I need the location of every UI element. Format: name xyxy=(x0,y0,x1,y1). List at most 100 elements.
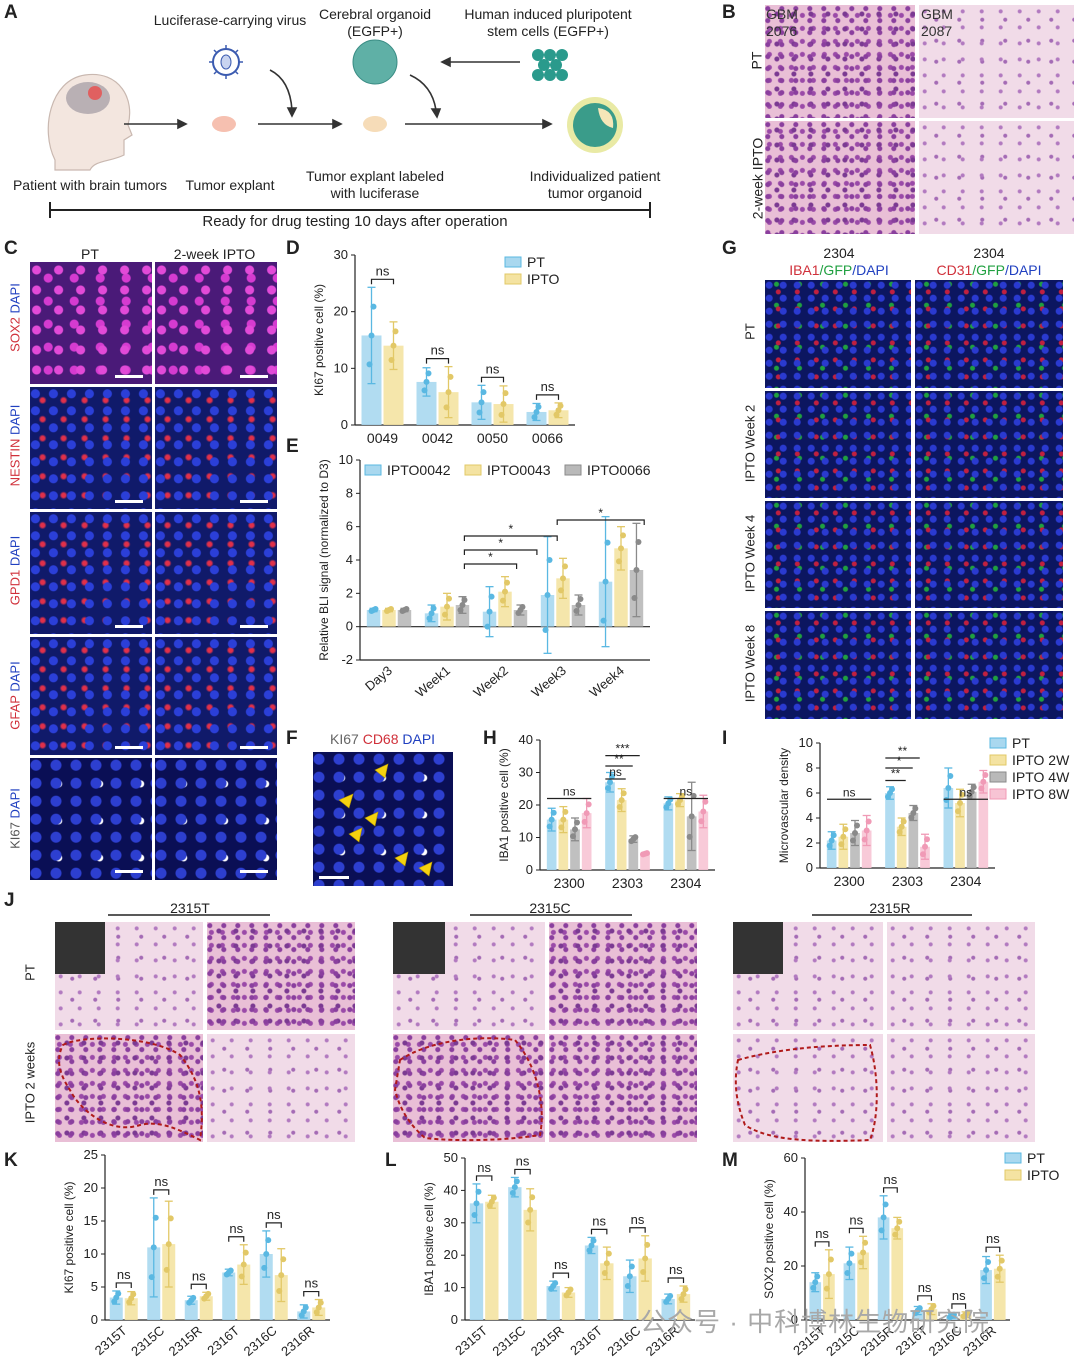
virus-label: Luciferase-carrying virus xyxy=(153,12,307,28)
data-point xyxy=(667,1293,674,1300)
g-image-w4-iba1 xyxy=(765,501,911,608)
y-tick-label: 6 xyxy=(346,519,353,534)
g-row-pt-label: PT xyxy=(742,323,758,340)
data-point xyxy=(586,1247,593,1254)
bar xyxy=(966,791,977,868)
data-point xyxy=(618,545,624,552)
sig-label: * xyxy=(897,754,902,768)
data-point xyxy=(317,1299,324,1306)
bar xyxy=(891,1228,904,1320)
y-axis-label: KI67 positive cell (%) xyxy=(312,284,326,396)
x-tick-label: 2303 xyxy=(892,873,923,889)
timeline-label: Ready for drug testing 10 days after ope… xyxy=(202,213,508,230)
legend-swatch xyxy=(504,256,522,268)
data-point xyxy=(943,797,950,803)
sig-bracket xyxy=(882,1187,898,1193)
y-tick-label: 0 xyxy=(91,1312,98,1327)
data-point xyxy=(880,1214,887,1221)
data-point xyxy=(633,567,640,573)
y-tick-label: 5 xyxy=(91,1279,98,1294)
sig-label: ns xyxy=(563,785,576,799)
scale-bar xyxy=(240,625,268,628)
c-row-nestin-label: NESTIN DAPI xyxy=(7,404,23,487)
data-point xyxy=(498,411,505,418)
data-point xyxy=(278,1272,285,1279)
data-point xyxy=(560,816,567,823)
sig-bracket xyxy=(514,1168,531,1175)
sig-label: ns xyxy=(516,1153,530,1168)
data-point xyxy=(828,837,835,844)
sig-label: ns xyxy=(669,1262,683,1277)
bar xyxy=(397,610,412,627)
sig-bracket xyxy=(303,1290,320,1297)
data-point xyxy=(478,399,485,406)
data-point xyxy=(313,1309,320,1316)
c-image-ki67-ipto xyxy=(155,758,277,880)
data-point xyxy=(632,834,639,841)
data-point xyxy=(620,532,626,539)
data-point xyxy=(690,792,697,799)
sig-bracket xyxy=(228,1236,245,1242)
bar xyxy=(896,826,907,868)
bar xyxy=(877,1217,890,1320)
data-point xyxy=(844,1270,851,1277)
data-point xyxy=(860,1249,867,1256)
data-point xyxy=(846,1260,853,1267)
data-point xyxy=(581,818,588,825)
bar xyxy=(993,1268,1006,1320)
bar xyxy=(640,853,650,870)
bar xyxy=(843,1263,856,1320)
data-point xyxy=(862,1239,869,1246)
sig-label: ns xyxy=(541,379,555,394)
bar xyxy=(508,1187,522,1320)
data-point xyxy=(678,1295,685,1302)
data-point xyxy=(509,1189,516,1196)
data-point xyxy=(557,402,564,409)
c-image-gfap-pt xyxy=(30,637,152,755)
data-point xyxy=(848,1250,855,1257)
sig-label: ns xyxy=(631,1212,645,1227)
data-point xyxy=(996,1265,1003,1272)
sig-bracket xyxy=(535,394,560,400)
bar xyxy=(861,830,872,868)
bar xyxy=(675,800,685,870)
ipsc-cluster-icon xyxy=(532,49,568,81)
panel-label-i: I xyxy=(722,728,728,749)
legend-label: IPTO0066 xyxy=(587,462,651,478)
data-point xyxy=(163,1266,170,1273)
sig-bracket xyxy=(153,1189,170,1195)
data-point xyxy=(858,1259,865,1266)
bar xyxy=(600,1263,614,1320)
data-point xyxy=(698,818,705,825)
data-point xyxy=(631,595,638,601)
sig-bracket xyxy=(463,535,558,541)
mri-inset xyxy=(55,922,105,974)
data-point xyxy=(544,592,551,598)
data-point xyxy=(511,1184,518,1191)
bar xyxy=(383,345,404,425)
data-point xyxy=(423,378,430,385)
sig-label: * xyxy=(488,550,493,564)
x-tick-label: 0042 xyxy=(422,430,453,446)
bar xyxy=(416,381,437,425)
sig-bracket xyxy=(556,519,645,525)
data-point xyxy=(635,539,642,545)
bar xyxy=(826,840,837,868)
labeled-explant-icon xyxy=(363,116,387,132)
data-point xyxy=(626,1273,633,1280)
c-row-gpd1-label: GPD1 DAPI xyxy=(7,535,23,606)
data-point xyxy=(898,823,905,830)
x-tick-label: Week1 xyxy=(412,663,452,700)
y-tick-label: 10 xyxy=(84,1246,98,1261)
legend-swatch xyxy=(504,273,522,285)
legend-label: IPTO0043 xyxy=(487,462,551,478)
y-axis-label: Microvascular density xyxy=(777,748,791,863)
data-point xyxy=(702,798,709,805)
data-point xyxy=(679,793,685,800)
x-tick-label: 2316R xyxy=(278,1323,317,1359)
data-point xyxy=(550,809,557,816)
bar xyxy=(546,1285,560,1320)
panel-label-b: B xyxy=(722,2,736,23)
x-tick-label: 2315C xyxy=(489,1323,528,1359)
bar xyxy=(561,1292,576,1320)
